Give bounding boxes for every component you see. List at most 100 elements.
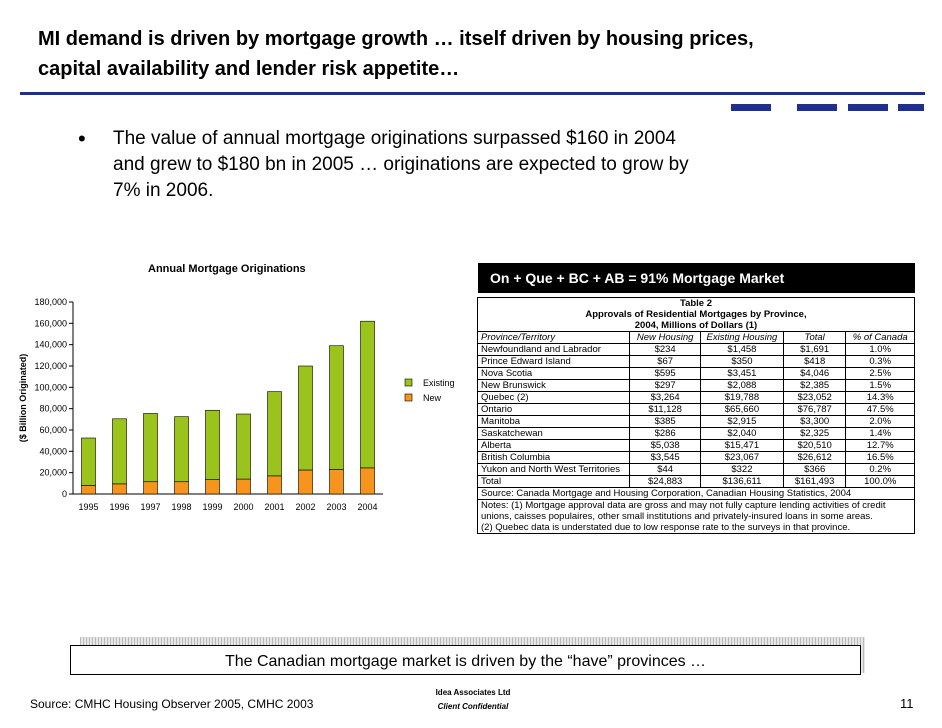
market-share-callout: On + Que + BC + AB = 91% Mortgage Market xyxy=(478,263,915,293)
accent-dash xyxy=(848,104,888,111)
table-cell: 47.5% xyxy=(845,403,915,416)
table-cell: $1,458 xyxy=(699,343,784,356)
bar-existing-1997 xyxy=(143,413,158,483)
table-caption-line-1: Table 2 xyxy=(679,298,713,309)
page-number: 11 xyxy=(900,696,914,711)
table-cell: 12.7% xyxy=(845,439,915,452)
table-row: Yukon and North West Territories $44 $322 $… xyxy=(476,463,915,476)
chart-title: Annual Mortgage Originations xyxy=(148,263,306,275)
table-cell: $595 xyxy=(629,367,701,380)
table-row-label: British Columbia xyxy=(476,451,631,464)
table-cell: $3,545 xyxy=(629,451,701,464)
mortgage-originations-chart: ($ Billion Originated) 0 20,000 40,000 60,00… xyxy=(18,297,455,512)
bar-new-2003 xyxy=(329,469,344,495)
y-tick-label: 180,000 xyxy=(34,297,67,307)
table-row: British Columbia $3,545 $23,067 $26,612 16.5… xyxy=(476,451,915,464)
table-row-label: Alberta xyxy=(476,439,631,452)
title-line-2: capital availability and lender risk app… xyxy=(38,58,460,80)
y-tick-label: 60,000 xyxy=(39,425,67,435)
accent-dash xyxy=(797,104,837,111)
slide-title: MI demand is driven by mortgage growth …… xyxy=(38,24,918,84)
table-row-label: Newfoundland and Labrador xyxy=(476,343,631,356)
y-tick-label: 120,000 xyxy=(34,361,67,371)
x-tick-label: 1998 xyxy=(171,502,191,512)
table-cell: $350 xyxy=(699,355,784,368)
title-line-1: MI demand is driven by mortgage growth …… xyxy=(38,28,754,50)
table-cell: 1.0% xyxy=(845,343,915,356)
table-cell: $3,451 xyxy=(699,367,784,380)
bullet-line-2: and grew to $180 bn in 2005 … originatio… xyxy=(113,154,689,175)
bar-existing-1996 xyxy=(112,418,127,485)
bar-existing-1995 xyxy=(81,437,96,486)
slide-source: Source: CMHC Housing Observer 2005, CMHC… xyxy=(30,697,314,711)
bar-new-2004 xyxy=(360,467,375,495)
bar-existing-2000 xyxy=(236,413,251,480)
table-row: Prince Edward Island $67 $350 $418 0.3% xyxy=(476,355,915,368)
bar-existing-1998 xyxy=(174,416,189,483)
table-cell: $20,510 xyxy=(782,439,847,452)
table-cell: $4,046 xyxy=(782,367,847,380)
mortgage-approvals-table: Table 2 Approvals of Residential Mortgag… xyxy=(476,297,915,534)
y-tick-label: 140,000 xyxy=(34,340,67,350)
bar-existing-1999 xyxy=(205,409,220,480)
table-cell: $65,660 xyxy=(699,403,784,416)
table-header-cell: Total xyxy=(782,331,847,344)
bullet-marker: • xyxy=(78,126,86,151)
table-cell: $76,787 xyxy=(782,403,847,416)
table-cell: $67 xyxy=(629,355,701,368)
table-cell: $297 xyxy=(629,379,701,392)
bar-new-2001 xyxy=(267,475,282,495)
table-cell: $24,883 xyxy=(629,475,701,488)
table-row: Nova Scotia $595 $3,451 $4,046 2.5% xyxy=(476,367,915,380)
x-tick-label: 1995 xyxy=(78,502,98,512)
table-caption-line-3: 2004, Millions of Dollars (1) xyxy=(634,320,758,331)
x-tick-label: 2003 xyxy=(326,502,346,512)
table-row: Total $24,883 $136,611 $161,493 100.0% xyxy=(476,475,915,488)
bar-existing-2002 xyxy=(298,365,313,471)
table-cell: $2,040 xyxy=(699,427,784,440)
table-cell: $15,471 xyxy=(699,439,784,452)
bar-new-1995 xyxy=(81,485,96,495)
bar-new-1998 xyxy=(174,481,189,495)
bar-new-2002 xyxy=(298,469,313,495)
x-tick-label: 1996 xyxy=(109,502,129,512)
table-cell: $3,264 xyxy=(629,391,701,404)
x-tick-label: 2004 xyxy=(357,502,377,512)
y-tick-label: 160,000 xyxy=(34,318,67,328)
table-row: Saskatchewan $286 $2,040 $2,325 1.4% xyxy=(476,427,915,440)
table-cell: $1,691 xyxy=(782,343,847,356)
bullet-line-3: 7% in 2006. xyxy=(113,180,214,201)
table-header-cell: % of Canada xyxy=(845,331,915,344)
table-cell: $26,612 xyxy=(782,451,847,464)
table-cell: $11,128 xyxy=(629,403,701,416)
accent-dash xyxy=(898,104,924,111)
table-cell: 1.4% xyxy=(845,427,915,440)
table-note-2: (2) Quebec data is understated due to lo… xyxy=(481,522,851,533)
table-row: Manitoba $385 $2,915 $3,300 2.0% xyxy=(476,415,915,428)
bar-existing-2003 xyxy=(329,345,344,470)
conclusion-banner: The Canadian mortgage market is driven b… xyxy=(70,645,861,675)
table-row-label: Saskatchewan xyxy=(476,427,631,440)
table-caption-line-2: Approvals of Residential Mortgages by Pr… xyxy=(585,309,807,320)
table-row-label: Manitoba xyxy=(476,415,631,428)
bar-new-1997 xyxy=(143,481,158,495)
table-row-label: Ontario xyxy=(476,403,631,416)
bar-new-1999 xyxy=(205,479,220,495)
table-cell: 2.5% xyxy=(845,367,915,380)
table-cell: $3,300 xyxy=(782,415,847,428)
title-underline xyxy=(20,92,925,95)
table-row-label: Yukon and North West Territories xyxy=(476,463,631,476)
x-tick-label: 2000 xyxy=(233,502,253,512)
legend-swatch-existing xyxy=(404,378,413,387)
table-cell: $44 xyxy=(629,463,701,476)
table-cell: $2,088 xyxy=(699,379,784,392)
table-cell: $5,038 xyxy=(629,439,701,452)
table-header-cell: New Housing xyxy=(629,331,701,344)
table-row: Alberta $5,038 $15,471 $20,510 12.7% xyxy=(476,439,915,452)
bar-new-2000 xyxy=(236,478,251,495)
legend-label-new: New xyxy=(423,393,442,403)
x-tick-label: 2001 xyxy=(264,502,284,512)
table-header-cell: Province/Territory xyxy=(476,331,631,344)
company-name: Idea Associates Ltd xyxy=(435,688,511,697)
table-cell: $2,325 xyxy=(782,427,847,440)
